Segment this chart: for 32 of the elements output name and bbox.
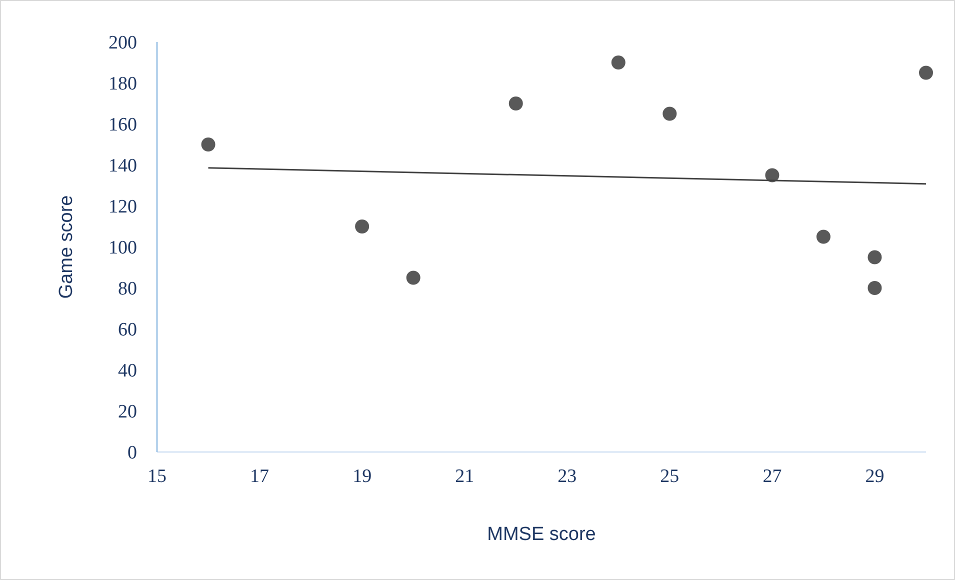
point [868,281,882,295]
point [868,250,882,264]
y-tick-label: 160 [108,114,137,136]
y-tick-label: 20 [118,402,137,423]
y-tick-label: 40 [118,360,137,382]
point [406,270,420,285]
x-tick-label: 23 [558,466,577,487]
point [919,66,933,80]
y-tick-label: 80 [118,278,137,300]
x-tick-label: 15 [148,466,166,487]
y-axis-title: Game score [56,195,77,299]
point [355,220,370,234]
y-tick-label: 200 [108,32,137,54]
x-tick-label: 29 [865,466,884,487]
y-tick-label: 180 [108,74,137,95]
x-tick-label: 17 [250,466,270,487]
x-axis-title: MMSE score [487,524,596,545]
point [611,56,626,70]
x-tick-label: 19 [352,466,372,487]
y-tick-label: 120 [108,196,137,218]
y-tick-label: 60 [118,320,137,341]
x-tick-label: 21 [455,466,474,487]
y-tick-label: 0 [128,442,137,464]
y-tick-label: 100 [108,238,137,259]
point [816,230,830,244]
x-tick-label: 25 [660,466,680,487]
point [765,168,780,182]
point [201,138,216,152]
y-tick-label: 140 [108,156,137,177]
x-tick-label: 27 [762,466,782,487]
point [662,106,677,121]
point [508,96,523,110]
